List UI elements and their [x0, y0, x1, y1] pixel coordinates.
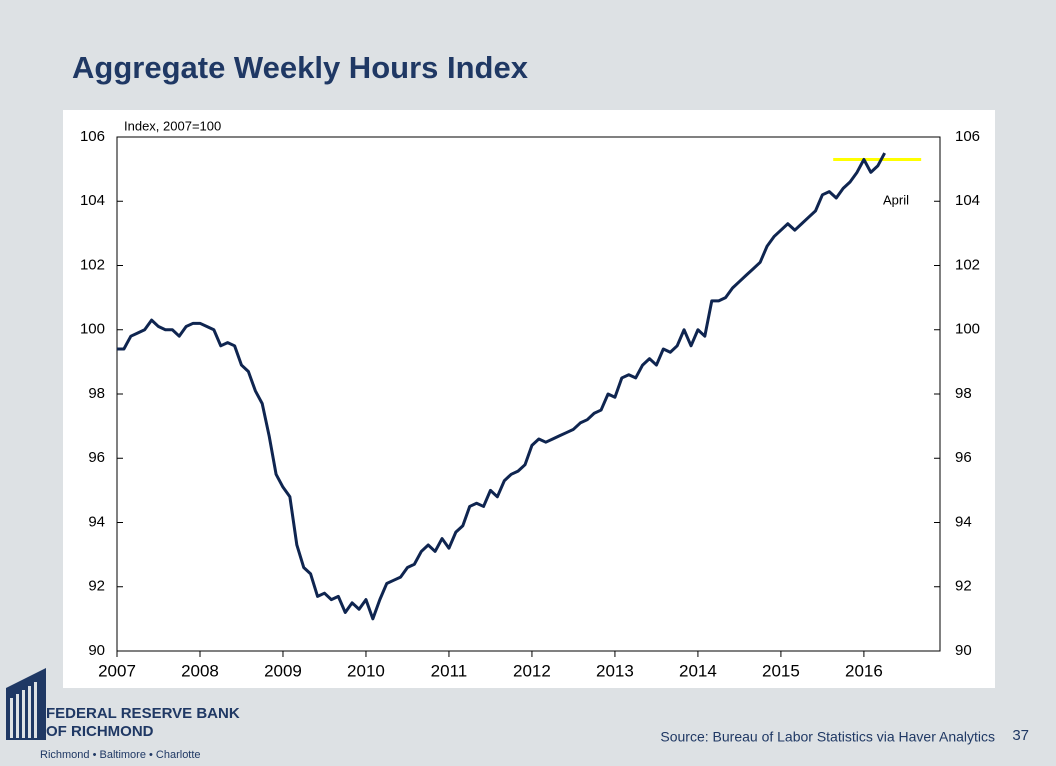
slide-title: Aggregate Weekly Hours Index: [72, 50, 529, 85]
x-tick-label: 2011: [431, 661, 468, 680]
y2-tick-label: 92: [955, 578, 972, 595]
x-tick-label: 2010: [347, 661, 385, 680]
x-tick-label: 2015: [762, 661, 800, 680]
x-tick-label: 2009: [264, 661, 302, 680]
y2-tick-label: 94: [955, 513, 972, 530]
y-tick-label: 90: [88, 642, 105, 659]
y2-tick-label: 102: [955, 256, 980, 273]
x-tick-label: 2007: [98, 661, 136, 680]
annotation: April: [883, 192, 909, 207]
y-tick-label: 100: [80, 321, 105, 338]
chart-background: [63, 110, 995, 688]
x-tick-label: 2008: [181, 661, 219, 680]
x-tick-label: 2016: [845, 661, 883, 680]
x-tick-label: 2013: [596, 661, 634, 680]
y-tick-label: 102: [80, 256, 105, 273]
logo: [6, 668, 46, 740]
y-tick-label: 106: [80, 128, 105, 145]
page-number: 37: [1012, 727, 1029, 744]
y-tick-label: 104: [80, 192, 105, 209]
data-line: [117, 152, 886, 621]
y-tick-label: 94: [88, 513, 105, 530]
y2-tick-label: 106: [955, 128, 980, 145]
y2-tick-label: 104: [955, 192, 980, 209]
logo-text: FEDERAL RESERVE BANK: [46, 705, 240, 722]
y-axis-label: Index, 2007=100: [124, 118, 221, 133]
x-tick-label: 2012: [513, 661, 551, 680]
source: Source: Bureau of Labor Statistics via H…: [660, 729, 995, 745]
y2-tick-label: 98: [955, 385, 972, 402]
y-tick-label: 98: [88, 385, 105, 402]
logo-cities: Richmond • Baltimore • Charlotte: [40, 749, 201, 761]
y-tick-label: 96: [88, 449, 105, 466]
x-tick-label: 2014: [679, 661, 717, 680]
y2-tick-label: 100: [955, 321, 980, 338]
y-tick-label: 92: [88, 578, 105, 595]
y2-tick-label: 90: [955, 642, 972, 659]
logo-text: OF RICHMOND: [46, 723, 154, 740]
y2-tick-label: 96: [955, 449, 972, 466]
